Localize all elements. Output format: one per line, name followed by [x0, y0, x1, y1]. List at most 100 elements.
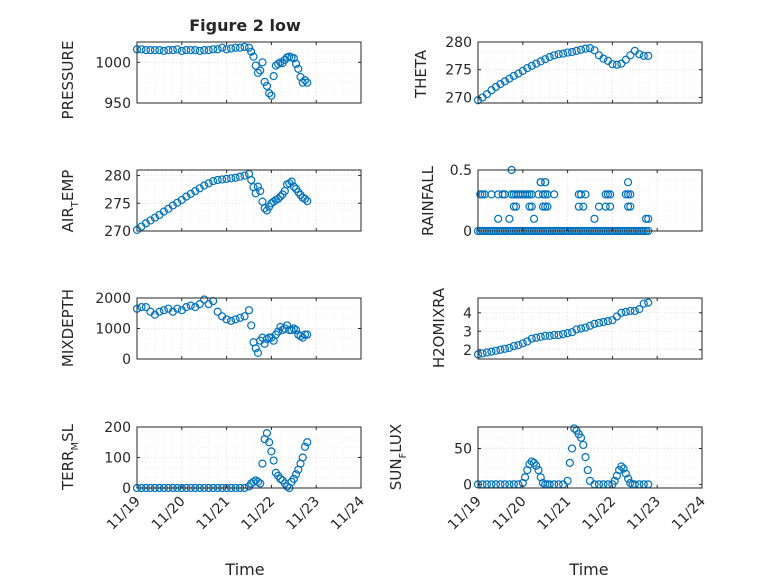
- data-point: [244, 306, 254, 315]
- data-point: [594, 318, 604, 328]
- data-point: [141, 46, 151, 55]
- data-point: [617, 308, 626, 317]
- data-point: [583, 465, 592, 475]
- data-point: [274, 59, 283, 69]
- data-point: [267, 91, 276, 100]
- data-point: [570, 424, 579, 433]
- data-point: [249, 52, 258, 61]
- data-point: [265, 438, 274, 447]
- data-point: [511, 202, 521, 211]
- data-point: [240, 42, 249, 51]
- data-point: [269, 456, 278, 465]
- data-point: [639, 299, 648, 308]
- x-tick-label: 11/20: [149, 494, 189, 534]
- data-point: [626, 51, 635, 60]
- data-point: [222, 174, 231, 183]
- y-tick-label: 4: [463, 306, 472, 322]
- data-point: [478, 349, 487, 358]
- series-theta: [473, 43, 653, 105]
- data-point: [247, 47, 256, 56]
- y-tick-label: 270: [445, 90, 472, 106]
- data-point: [601, 202, 610, 211]
- data-point: [262, 81, 272, 91]
- data-point: [303, 438, 312, 447]
- data-point: [287, 177, 296, 186]
- data-point: [289, 474, 298, 483]
- data-point: [476, 190, 485, 199]
- data-point: [639, 51, 648, 60]
- data-point: [606, 190, 615, 199]
- series-mixdepth: [132, 295, 312, 357]
- data-point: [576, 190, 586, 199]
- data-point: [298, 453, 307, 462]
- data-point: [543, 202, 552, 211]
- y-tick-label: 2000: [95, 291, 131, 307]
- data-point: [253, 348, 263, 357]
- data-point: [514, 341, 523, 350]
- subplot-terr-msl: TERRMSL 0 100 200 11/19 11/20 11/21 11/22 11/23…: [59, 420, 368, 533]
- data-point: [303, 78, 312, 87]
- data-point: [527, 202, 536, 211]
- data-point: [300, 194, 310, 203]
- data-point: [585, 43, 595, 53]
- data-point: [581, 44, 590, 53]
- data-point: [608, 60, 617, 69]
- data-point: [141, 303, 151, 312]
- data-point: [182, 303, 191, 312]
- data-point: [641, 214, 651, 223]
- axes-box-rainfall: [477, 169, 703, 232]
- data-point: [240, 312, 249, 321]
- y-tick-label: 0: [122, 352, 131, 368]
- data-point: [520, 473, 530, 482]
- data-point: [579, 202, 588, 211]
- data-point: [173, 198, 182, 207]
- data-point: [247, 175, 256, 185]
- data-point: [491, 82, 501, 92]
- data-point: [159, 207, 168, 216]
- data-point: [505, 343, 514, 353]
- ylabel-sun-flux: SUNFLUX: [387, 424, 409, 490]
- data-point: [532, 333, 541, 342]
- data-point: [213, 45, 222, 54]
- data-point: [576, 433, 586, 442]
- data-point: [137, 303, 146, 312]
- data-point: [536, 57, 545, 66]
- data-point: [576, 45, 586, 54]
- data-point: [635, 50, 644, 59]
- data-point: [612, 60, 621, 69]
- y-tick-label: 0.5: [450, 163, 472, 179]
- y-tick-label: 0: [463, 477, 472, 493]
- data-point: [235, 172, 245, 181]
- data-point: [300, 442, 310, 451]
- data-point: [603, 190, 613, 199]
- data-point: [209, 45, 218, 54]
- data-point: [545, 331, 554, 340]
- data-point: [500, 77, 509, 86]
- data-point: [532, 59, 541, 68]
- x-tick-label: 11/21: [194, 494, 234, 534]
- data-point: [287, 325, 296, 335]
- data-point: [274, 194, 283, 203]
- data-point: [541, 202, 550, 211]
- data-point: [186, 46, 195, 55]
- data-point: [235, 313, 245, 322]
- subplot-rainfall: RAINFALL 0 0.5: [419, 163, 703, 240]
- data-point: [235, 43, 245, 52]
- grid-pressure: [136, 42, 362, 103]
- data-point: [518, 66, 527, 75]
- data-point: [256, 479, 265, 488]
- data-point: [173, 45, 182, 54]
- data-point: [213, 175, 222, 185]
- x-tick-label: 11/23: [283, 494, 323, 534]
- data-point: [267, 447, 276, 456]
- data-point: [251, 61, 260, 70]
- data-point: [576, 324, 586, 333]
- data-point: [536, 178, 545, 187]
- data-point: [186, 189, 195, 198]
- x-tick-label: 11/24: [328, 493, 368, 533]
- data-point: [581, 323, 590, 332]
- data-point: [574, 202, 583, 211]
- ylabel-air-temp: AIRTEMP: [59, 170, 81, 233]
- data-point: [523, 337, 532, 346]
- data-point: [269, 197, 278, 206]
